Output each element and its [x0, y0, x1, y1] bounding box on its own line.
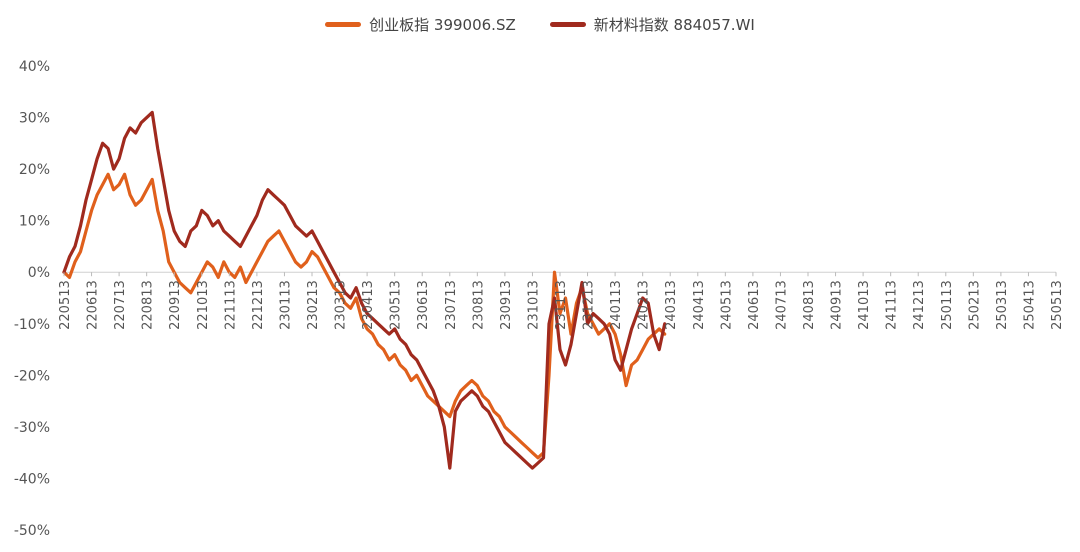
x-tick-label: 240113: [609, 280, 624, 330]
x-tick-label: 220813: [141, 280, 156, 330]
y-tick-label: -10%: [14, 317, 50, 333]
x-tick-label: 240313: [664, 280, 679, 330]
y-tick-label: 0%: [28, 265, 50, 281]
legend-item-series-1[interactable]: 创业板指 399006.SZ: [325, 14, 516, 35]
x-tick-label: 250413: [1022, 280, 1037, 330]
x-tick-label: 250213: [967, 280, 982, 330]
x-tick-label: 221213: [251, 280, 266, 330]
x-tick-label: 241013: [857, 280, 872, 330]
y-tick-label: 10%: [19, 214, 50, 230]
x-tick-label: 220713: [113, 280, 128, 330]
x-tick-label: 220513: [58, 280, 73, 330]
series-line-1: [62, 172, 667, 460]
x-tick-label: 240713: [774, 280, 789, 330]
x-axis: 220513 220613 220713 220813 220913 221013 2211…: [58, 272, 1065, 330]
x-tick-label: 230913: [499, 280, 514, 330]
y-tick-label: -20%: [14, 368, 50, 384]
legend-label-series-2: 新材料指数 884057.WI: [593, 16, 755, 34]
x-tick-label: 230113: [278, 280, 293, 330]
x-tick-label: 241113: [885, 280, 900, 330]
legend-item-series-2[interactable]: 新材料指数 884057.WI: [549, 14, 755, 35]
x-tick-label: 231213: [582, 280, 597, 330]
series-line-2: [62, 110, 667, 470]
x-tick-label: 230813: [471, 280, 486, 330]
legend-swatch-series-2: [549, 22, 586, 27]
x-tick-label: 231013: [526, 280, 541, 330]
y-tick-label: -30%: [14, 420, 50, 436]
x-tick-label: 240913: [830, 280, 845, 330]
y-tick-label: 30%: [19, 111, 50, 127]
x-tick-label: 230613: [416, 280, 431, 330]
x-tick-label: 241213: [912, 280, 927, 330]
x-tick-label: 230413: [361, 280, 376, 330]
x-tick-label: 240613: [747, 280, 762, 330]
x-tick-label: 230513: [389, 280, 404, 330]
x-tick-label: 250113: [940, 280, 955, 330]
y-axis: 40% 30% 20% 10% 0% -10% -20% -30% -40% -50%: [14, 59, 50, 539]
y-tick-label: 40%: [19, 59, 50, 75]
x-tick-label: 220913: [168, 280, 183, 330]
x-tick-label: 250513: [1050, 280, 1065, 330]
x-tick-label: 240213: [637, 280, 652, 330]
x-tick-label: 230313: [334, 280, 349, 330]
x-tick-label: 220613: [86, 280, 101, 330]
legend: 创业板指 399006.SZ 新材料指数 884057.WI: [0, 14, 1080, 35]
x-tick-label: 221113: [223, 280, 238, 330]
legend-swatch-series-1: [325, 22, 362, 27]
y-tick-label: -50%: [14, 523, 50, 539]
series-group: [62, 110, 667, 470]
x-tick-label: 240413: [692, 280, 707, 330]
legend-label-series-1: 创业板指 399006.SZ: [369, 16, 516, 34]
y-tick-label: 20%: [19, 162, 50, 178]
y-tick-label: -40%: [14, 471, 50, 487]
x-tick-label: 250313: [995, 280, 1010, 330]
x-tick-label: 240813: [802, 280, 817, 330]
x-tick-label: 221013: [196, 280, 211, 330]
x-tick-label: 231113: [554, 280, 569, 330]
x-tick-label: 230713: [444, 280, 459, 330]
x-tick-label: 230213: [306, 280, 321, 330]
x-tick-label: 240513: [719, 280, 734, 330]
